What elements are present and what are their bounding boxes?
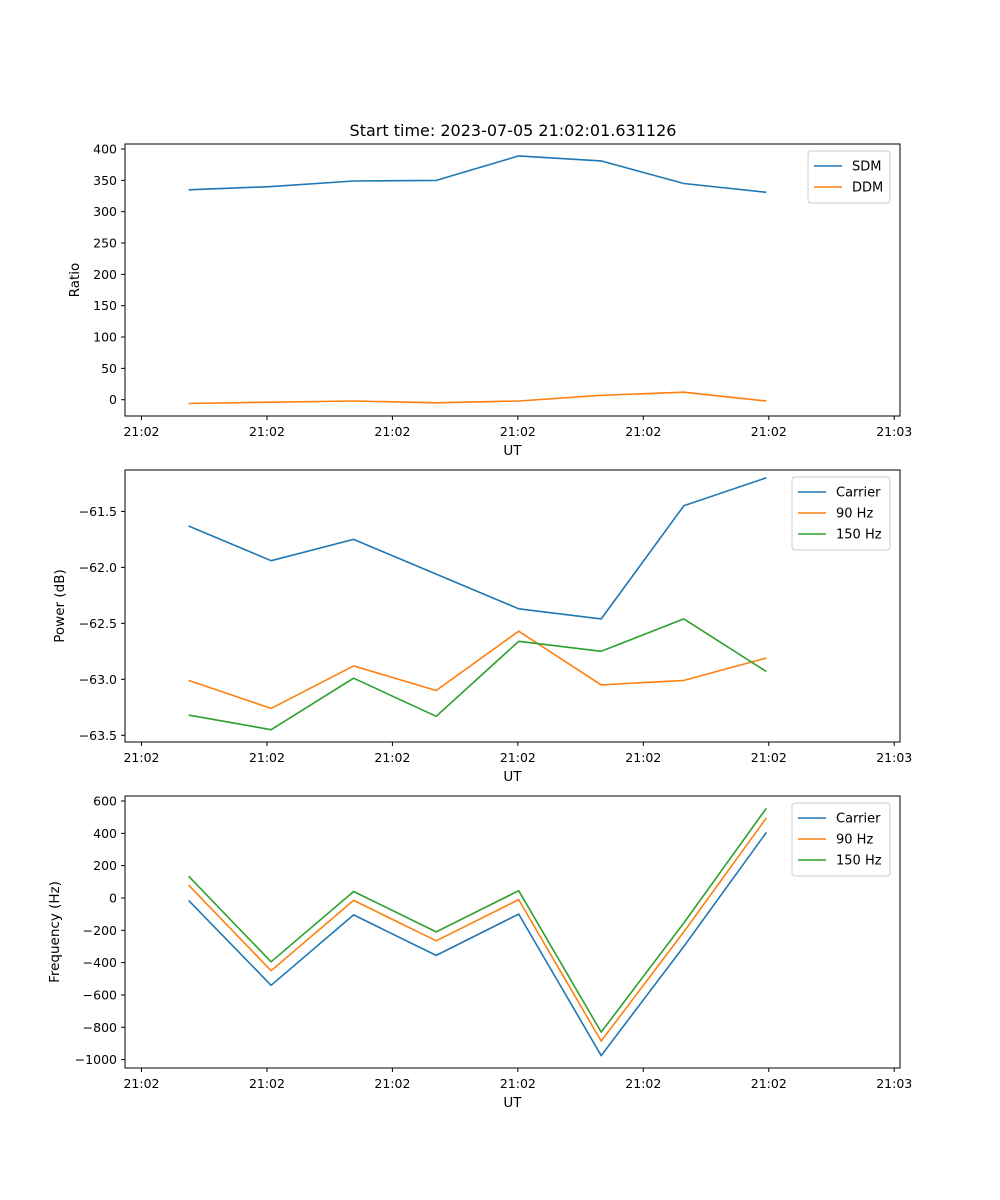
ratio-y-tick-label: 150 bbox=[93, 298, 117, 313]
frequency-ticks: 21:02 21:02 21:02 21:02 21:02 21:02 21:03 −1000… bbox=[75, 794, 913, 1091]
frequency-legend-label: 90 Hz bbox=[836, 833, 873, 848]
ratio-panel: 21:02 21:02 21:02 21:02 21:02 21:02 21:03 0 50 10… bbox=[67, 142, 912, 459]
power-x-axis-label: UT bbox=[503, 769, 522, 785]
power-series-150-hz-line bbox=[188, 618, 767, 731]
frequency-lines bbox=[188, 807, 767, 1057]
ratio-y-tick-label: 100 bbox=[93, 330, 117, 345]
ratio-legend-label: SDM bbox=[852, 160, 881, 175]
frequency-y-axis-label: Frequency (Hz) bbox=[47, 881, 63, 983]
frequency-x-tick-label: 21:02 bbox=[500, 1076, 536, 1091]
frequency-y-tick-label: 200 bbox=[93, 858, 117, 873]
frequency-y-tick-label: 400 bbox=[93, 826, 117, 841]
frequency-series-150-hz-line bbox=[188, 807, 767, 1033]
ratio-lines bbox=[188, 155, 767, 405]
ratio-legend-label: DDM bbox=[852, 181, 883, 196]
ratio-series-sdm-line bbox=[188, 155, 767, 194]
frequency-y-tick-label: 600 bbox=[93, 794, 117, 809]
ratio-y-tick-label: 0 bbox=[109, 392, 117, 407]
frequency-y-tick-label: −600 bbox=[83, 987, 117, 1002]
power-x-tick-label: 21:02 bbox=[625, 750, 661, 765]
ratio-series-ddm-line bbox=[188, 391, 767, 405]
power-series-carrier-line bbox=[188, 477, 767, 620]
power-axes-frame bbox=[124, 469, 901, 743]
frequency-x-tick-label: 21:02 bbox=[123, 1076, 159, 1091]
ratio-y-tick-label: 50 bbox=[101, 361, 117, 376]
ratio-y-tick-label: 350 bbox=[93, 173, 117, 188]
power-y-tick-label: −62.0 bbox=[79, 560, 117, 575]
power-y-tick-label: −61.5 bbox=[79, 504, 117, 519]
frequency-x-tick-label: 21:02 bbox=[249, 1076, 285, 1091]
power-y-tick-label: −63.5 bbox=[79, 728, 117, 743]
frequency-legend-label: 150 Hz bbox=[836, 854, 882, 869]
ratio-y-tick-label: 200 bbox=[93, 267, 117, 282]
power-y-tick-label: −63.0 bbox=[79, 672, 117, 687]
ratio-axes-frame bbox=[124, 143, 901, 417]
power-x-tick-label: 21:02 bbox=[374, 750, 410, 765]
frequency-x-tick-label: 21:02 bbox=[751, 1076, 787, 1091]
ratio-y-tick-label: 250 bbox=[93, 236, 117, 251]
power-legend-box bbox=[791, 476, 891, 551]
ratio-x-tick-label: 21:02 bbox=[500, 424, 536, 439]
ratio-x-tick-label: 21:03 bbox=[876, 424, 912, 439]
frequency-axes-frame bbox=[124, 795, 901, 1069]
frequency-y-tick-label: 0 bbox=[109, 890, 117, 905]
power-ticks: 21:02 21:02 21:02 21:02 21:02 21:02 21:03 −63.5… bbox=[79, 504, 913, 765]
ratio-x-tick-label: 21:02 bbox=[374, 424, 410, 439]
frequency-x-axis-label: UT bbox=[503, 1095, 522, 1111]
ratio-y-axis-label: Ratio bbox=[67, 263, 83, 298]
frequency-panel: 21:02 21:02 21:02 21:02 21:02 21:02 21:03 −1000… bbox=[47, 794, 912, 1111]
frequency-x-tick-label: 21:02 bbox=[625, 1076, 661, 1091]
power-y-tick-label: −62.5 bbox=[79, 616, 117, 631]
ratio-x-tick-label: 21:02 bbox=[751, 424, 787, 439]
power-series-90-hz-line bbox=[188, 630, 767, 710]
power-panel: 21:02 21:02 21:02 21:02 21:02 21:02 21:03 −63.5… bbox=[52, 469, 913, 785]
ratio-y-tick-label: 300 bbox=[93, 204, 117, 219]
ratio-ticks: 21:02 21:02 21:02 21:02 21:02 21:02 21:03 0 50 10… bbox=[93, 142, 912, 439]
frequency-legend-label: Carrier bbox=[836, 812, 881, 827]
ratio-legend: SDM DDM bbox=[807, 150, 891, 204]
ratio-x-tick-label: 21:02 bbox=[625, 424, 661, 439]
ratio-x-tick-label: 21:02 bbox=[249, 424, 285, 439]
power-legend-label: Carrier bbox=[836, 486, 881, 501]
power-x-tick-label: 21:03 bbox=[876, 750, 912, 765]
frequency-y-tick-label: −200 bbox=[83, 923, 117, 938]
frequency-series-90-hz-line bbox=[188, 817, 767, 1042]
power-legend: Carrier 90 Hz 150 Hz bbox=[791, 476, 891, 551]
power-x-tick-label: 21:02 bbox=[249, 750, 285, 765]
frequency-y-tick-label: −1000 bbox=[75, 1052, 117, 1067]
frequency-x-tick-label: 21:03 bbox=[876, 1076, 912, 1091]
ratio-x-axis-label: UT bbox=[503, 443, 522, 459]
ratio-y-tick-label: 400 bbox=[93, 142, 117, 157]
frequency-x-tick-label: 21:02 bbox=[374, 1076, 410, 1091]
ratio-legend-box bbox=[807, 150, 891, 204]
chart-title: Start time: 2023-07-05 21:02:01.631126 bbox=[350, 121, 677, 140]
frequency-y-tick-label: −800 bbox=[83, 1020, 117, 1035]
power-x-tick-label: 21:02 bbox=[500, 750, 536, 765]
frequency-legend-box bbox=[791, 802, 891, 877]
power-y-axis-label: Power (dB) bbox=[52, 569, 68, 642]
power-x-tick-label: 21:02 bbox=[123, 750, 159, 765]
power-lines bbox=[188, 477, 767, 731]
power-legend-label: 90 Hz bbox=[836, 507, 873, 522]
power-x-tick-label: 21:02 bbox=[751, 750, 787, 765]
power-legend-label: 150 Hz bbox=[836, 528, 882, 543]
frequency-series-carrier-line bbox=[188, 832, 767, 1057]
frequency-y-tick-label: −400 bbox=[83, 955, 117, 970]
ratio-x-tick-label: 21:02 bbox=[123, 424, 159, 439]
frequency-legend: Carrier 90 Hz 150 Hz bbox=[791, 802, 891, 877]
